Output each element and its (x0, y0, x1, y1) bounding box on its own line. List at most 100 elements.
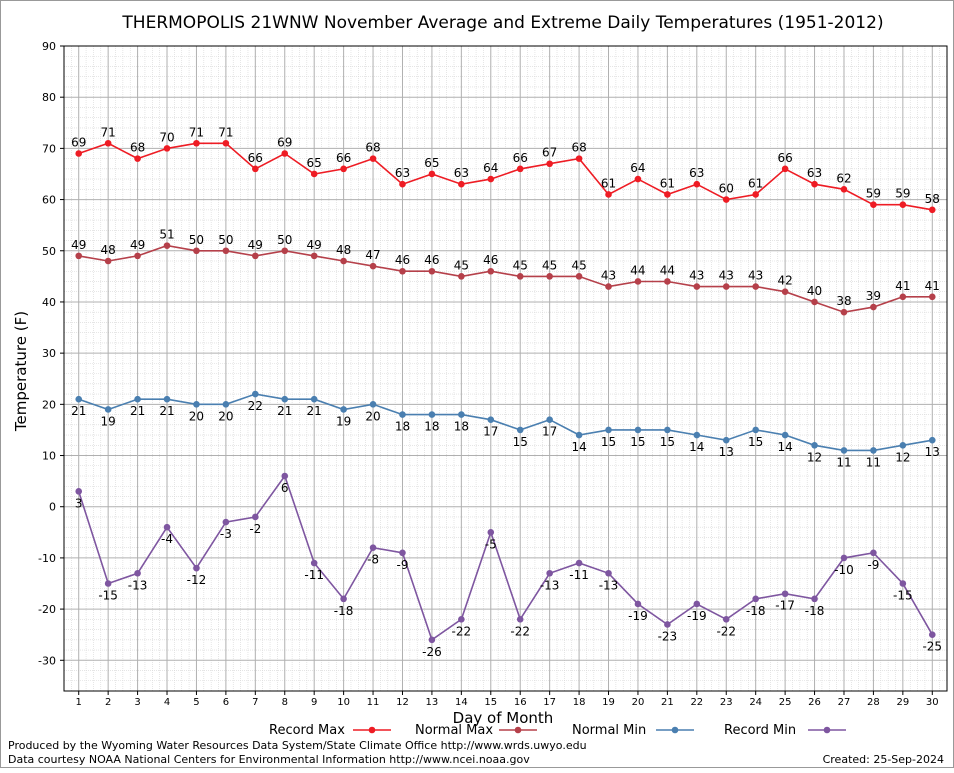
legend-marker (671, 726, 679, 734)
data-label: 21 (130, 404, 145, 418)
data-label: 15 (660, 435, 675, 449)
data-point (104, 257, 112, 265)
x-tick-label: 6 (223, 697, 229, 708)
x-tick-label: 5 (193, 697, 199, 708)
data-label: 14 (571, 440, 586, 454)
y-tick-label: 40 (42, 296, 56, 309)
data-label: -13 (540, 578, 560, 592)
legend: Record Max Normal Max Normal Min Record Min (269, 723, 846, 738)
data-label: 15 (630, 435, 645, 449)
legend-marker (514, 726, 522, 734)
data-label: 64 (630, 161, 645, 175)
chart-title: THERMOPOLIS 21WNW November Average and E… (121, 13, 883, 33)
data-label: 11 (866, 455, 881, 469)
data-label: 69 (277, 136, 292, 150)
data-point (811, 441, 818, 449)
x-tick-label: 21 (661, 697, 674, 708)
data-label: 45 (454, 258, 469, 272)
footer-produced-by: Produced by the Wyoming Water Resources … (8, 739, 587, 752)
data-point (75, 252, 83, 260)
data-point (369, 401, 377, 408)
data-point (899, 580, 907, 587)
data-label: 45 (571, 258, 586, 272)
data-label: -22 (716, 624, 736, 638)
data-point (693, 431, 701, 439)
x-tick-label: 2 (105, 697, 111, 708)
x-tick-label: 17 (543, 697, 556, 708)
data-point (281, 150, 289, 157)
data-point (928, 631, 936, 638)
data-label: -4 (161, 532, 173, 546)
legend-label: Record Min (724, 723, 796, 738)
data-label: 60 (719, 182, 734, 196)
data-label: 66 (513, 151, 528, 165)
legend-label: Normal Max (415, 723, 493, 738)
data-point (693, 180, 701, 188)
data-point (222, 518, 230, 526)
data-point (634, 600, 642, 608)
data-point (252, 390, 259, 398)
data-label: 15 (748, 435, 763, 449)
x-tick-label: 28 (867, 697, 880, 708)
x-tick-label: 13 (426, 697, 439, 708)
x-tick-label: 30 (926, 697, 939, 708)
data-label: 44 (660, 263, 675, 277)
data-label: -19 (687, 609, 707, 623)
data-label: -13 (128, 578, 148, 592)
data-point (134, 155, 141, 162)
data-point (516, 273, 524, 280)
data-point (928, 206, 936, 214)
data-point (193, 401, 200, 408)
data-label: 46 (395, 253, 410, 267)
data-point (75, 488, 83, 495)
data-label: 49 (248, 238, 263, 252)
data-point (928, 436, 936, 444)
data-label: 62 (836, 171, 851, 185)
data-label: 19 (336, 414, 351, 428)
data-point (781, 288, 789, 296)
x-tick-label: 12 (396, 697, 409, 708)
data-label: 49 (307, 238, 322, 252)
data-label: 15 (601, 435, 616, 449)
data-point (811, 180, 818, 188)
data-point (487, 175, 495, 183)
data-point (870, 201, 877, 208)
x-tick-label: 26 (808, 697, 821, 708)
y-axis-label: Temperature (F) (12, 311, 30, 432)
data-label: -11 (569, 568, 589, 582)
y-tick-label: 70 (42, 142, 56, 155)
data-label: -9 (396, 558, 408, 572)
y-tick-label: 50 (42, 245, 56, 258)
data-label: 21 (307, 404, 322, 418)
data-label: -18 (746, 604, 766, 618)
data-label: -2 (249, 522, 261, 536)
x-tick-label: 20 (632, 697, 645, 708)
data-label: 61 (660, 176, 675, 190)
data-label: 61 (748, 176, 763, 190)
data-label: 22 (248, 399, 263, 413)
footer-data-courtesy: Data courtesy NOAA National Centers for … (8, 753, 530, 766)
plot-frame (63, 45, 948, 692)
data-label: 70 (159, 130, 174, 144)
data-label: 65 (424, 156, 439, 170)
data-point (340, 595, 347, 603)
data-label: 71 (189, 125, 204, 139)
data-label: 71 (218, 125, 233, 139)
data-point (781, 590, 789, 598)
data-label: -8 (367, 553, 379, 567)
data-point (310, 252, 318, 260)
data-label: -26 (422, 645, 442, 659)
data-point (222, 139, 230, 147)
data-label: 65 (307, 156, 322, 170)
data-label: 43 (689, 269, 704, 283)
data-label: -18 (334, 604, 354, 618)
data-label: 14 (777, 440, 792, 454)
data-point (722, 196, 730, 203)
data-point (134, 252, 141, 260)
data-label: 69 (71, 136, 86, 150)
data-point (193, 247, 200, 255)
x-tick-label: 15 (484, 697, 497, 708)
data-point (281, 395, 289, 403)
